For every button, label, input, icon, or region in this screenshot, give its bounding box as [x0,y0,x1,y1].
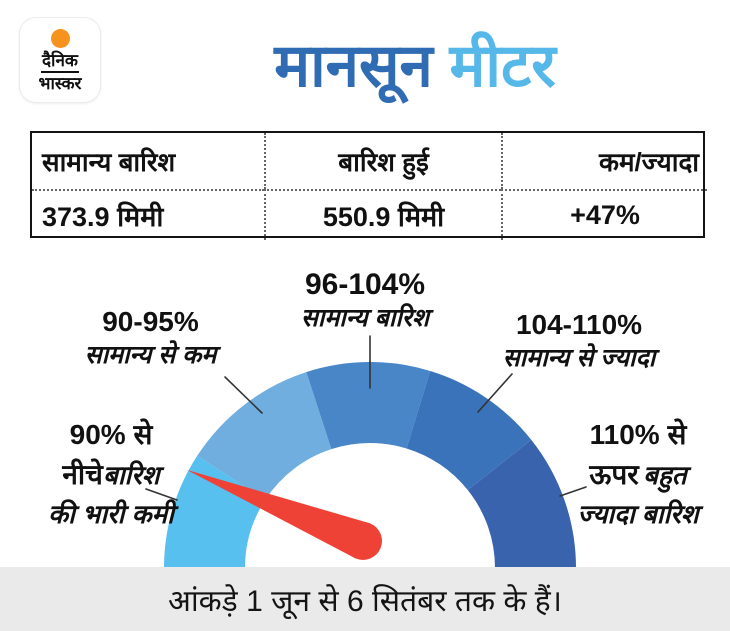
gauge-label-below-normal-desc: सामान्य से कम [84,341,217,369]
table-value-normal-rain: 373.9 मिमी [32,189,264,240]
needle-pivot-cap [344,522,382,560]
heavy-deficit-desc-2: की भारी कमी [48,499,174,529]
title-part1: मानसून [274,32,433,99]
title-part2: मीटर [449,32,556,99]
heavy-deficit-range-2: नीचे [62,459,103,490]
dainik-bhaskar-logo: दैनिक भास्कर [20,18,100,102]
gauge-segment [164,455,266,568]
rainfall-table: सामान्य बारिश बारिश हुई कम/ज्यादा 373.9 … [30,131,707,240]
gauge-segment [197,372,332,500]
heavy-deficit-desc-1: बारिश [102,460,160,490]
leader-lines [145,335,587,501]
heavy-excess-desc-2: ज्यादा बारिश [577,499,699,529]
heavy-excess-range-1: 110% से [589,419,687,450]
logo-text-line2: भास्कर [38,74,82,93]
heavy-excess-range-2: ऊपर [589,459,639,490]
heavy-excess-desc-1: बहुत [643,460,687,490]
leader-line-right-lower [559,486,587,497]
page-title: मानसून मीटर [100,22,730,104]
sun-icon [50,29,70,48]
heavy-deficit-range-1: 90% से [69,419,153,450]
gauge-needle [186,469,382,560]
gauge-arc-segments [164,362,576,568]
gauge-label-normal: 96-104% सामान्य बारिश [0,268,730,334]
logo-text-line1: दैनिक [41,50,79,73]
gauge-segment [467,439,576,568]
gauge-label-normal-range: 96-104% [304,268,426,301]
table-header-less-more: कम/ज्यादा [501,133,707,189]
gauge-label-above-normal-desc: सामान्य से ज्यादा [502,344,656,372]
table-header-rain-received: बारिश हुई [264,133,501,189]
gauge-label-below-normal: 90-95% सामान्य से कम [48,305,253,371]
footer-note-bar: आंकड़े 1 जून से 6 सितंबर तक के हैं। [0,567,730,631]
leader-line-left-upper [224,376,263,414]
needle-pointer [186,469,371,559]
table-header-normal-rain: सामान्य बारिश [42,147,176,177]
gauge-label-heavy-deficit: 90% से नीचेबारिश की भारी कमी [25,418,197,537]
gauge-label-below-normal-range: 90-95% [102,306,199,337]
leader-line-right-upper [477,373,513,413]
gauge-label-above-normal-range: 104-110% [515,309,643,340]
gauge-segment [306,362,431,450]
gauge-label-above-normal: 104-110% सामान्य से ज्यादा [470,308,688,374]
table-value-less-more: +47% [501,189,707,240]
gauge-label-normal-desc: सामान्य बारिश [300,304,430,332]
gauge-label-heavy-excess: 110% से ऊपर बहुत ज्यादा बारिश [556,418,720,537]
leader-line-left-lower [145,488,178,501]
gauge-segment [406,371,532,491]
table-value-rain-received: 550.9 मिमी [264,189,501,240]
footer-note-text: आंकड़े 1 जून से 6 सितंबर तक के हैं। [167,584,563,618]
